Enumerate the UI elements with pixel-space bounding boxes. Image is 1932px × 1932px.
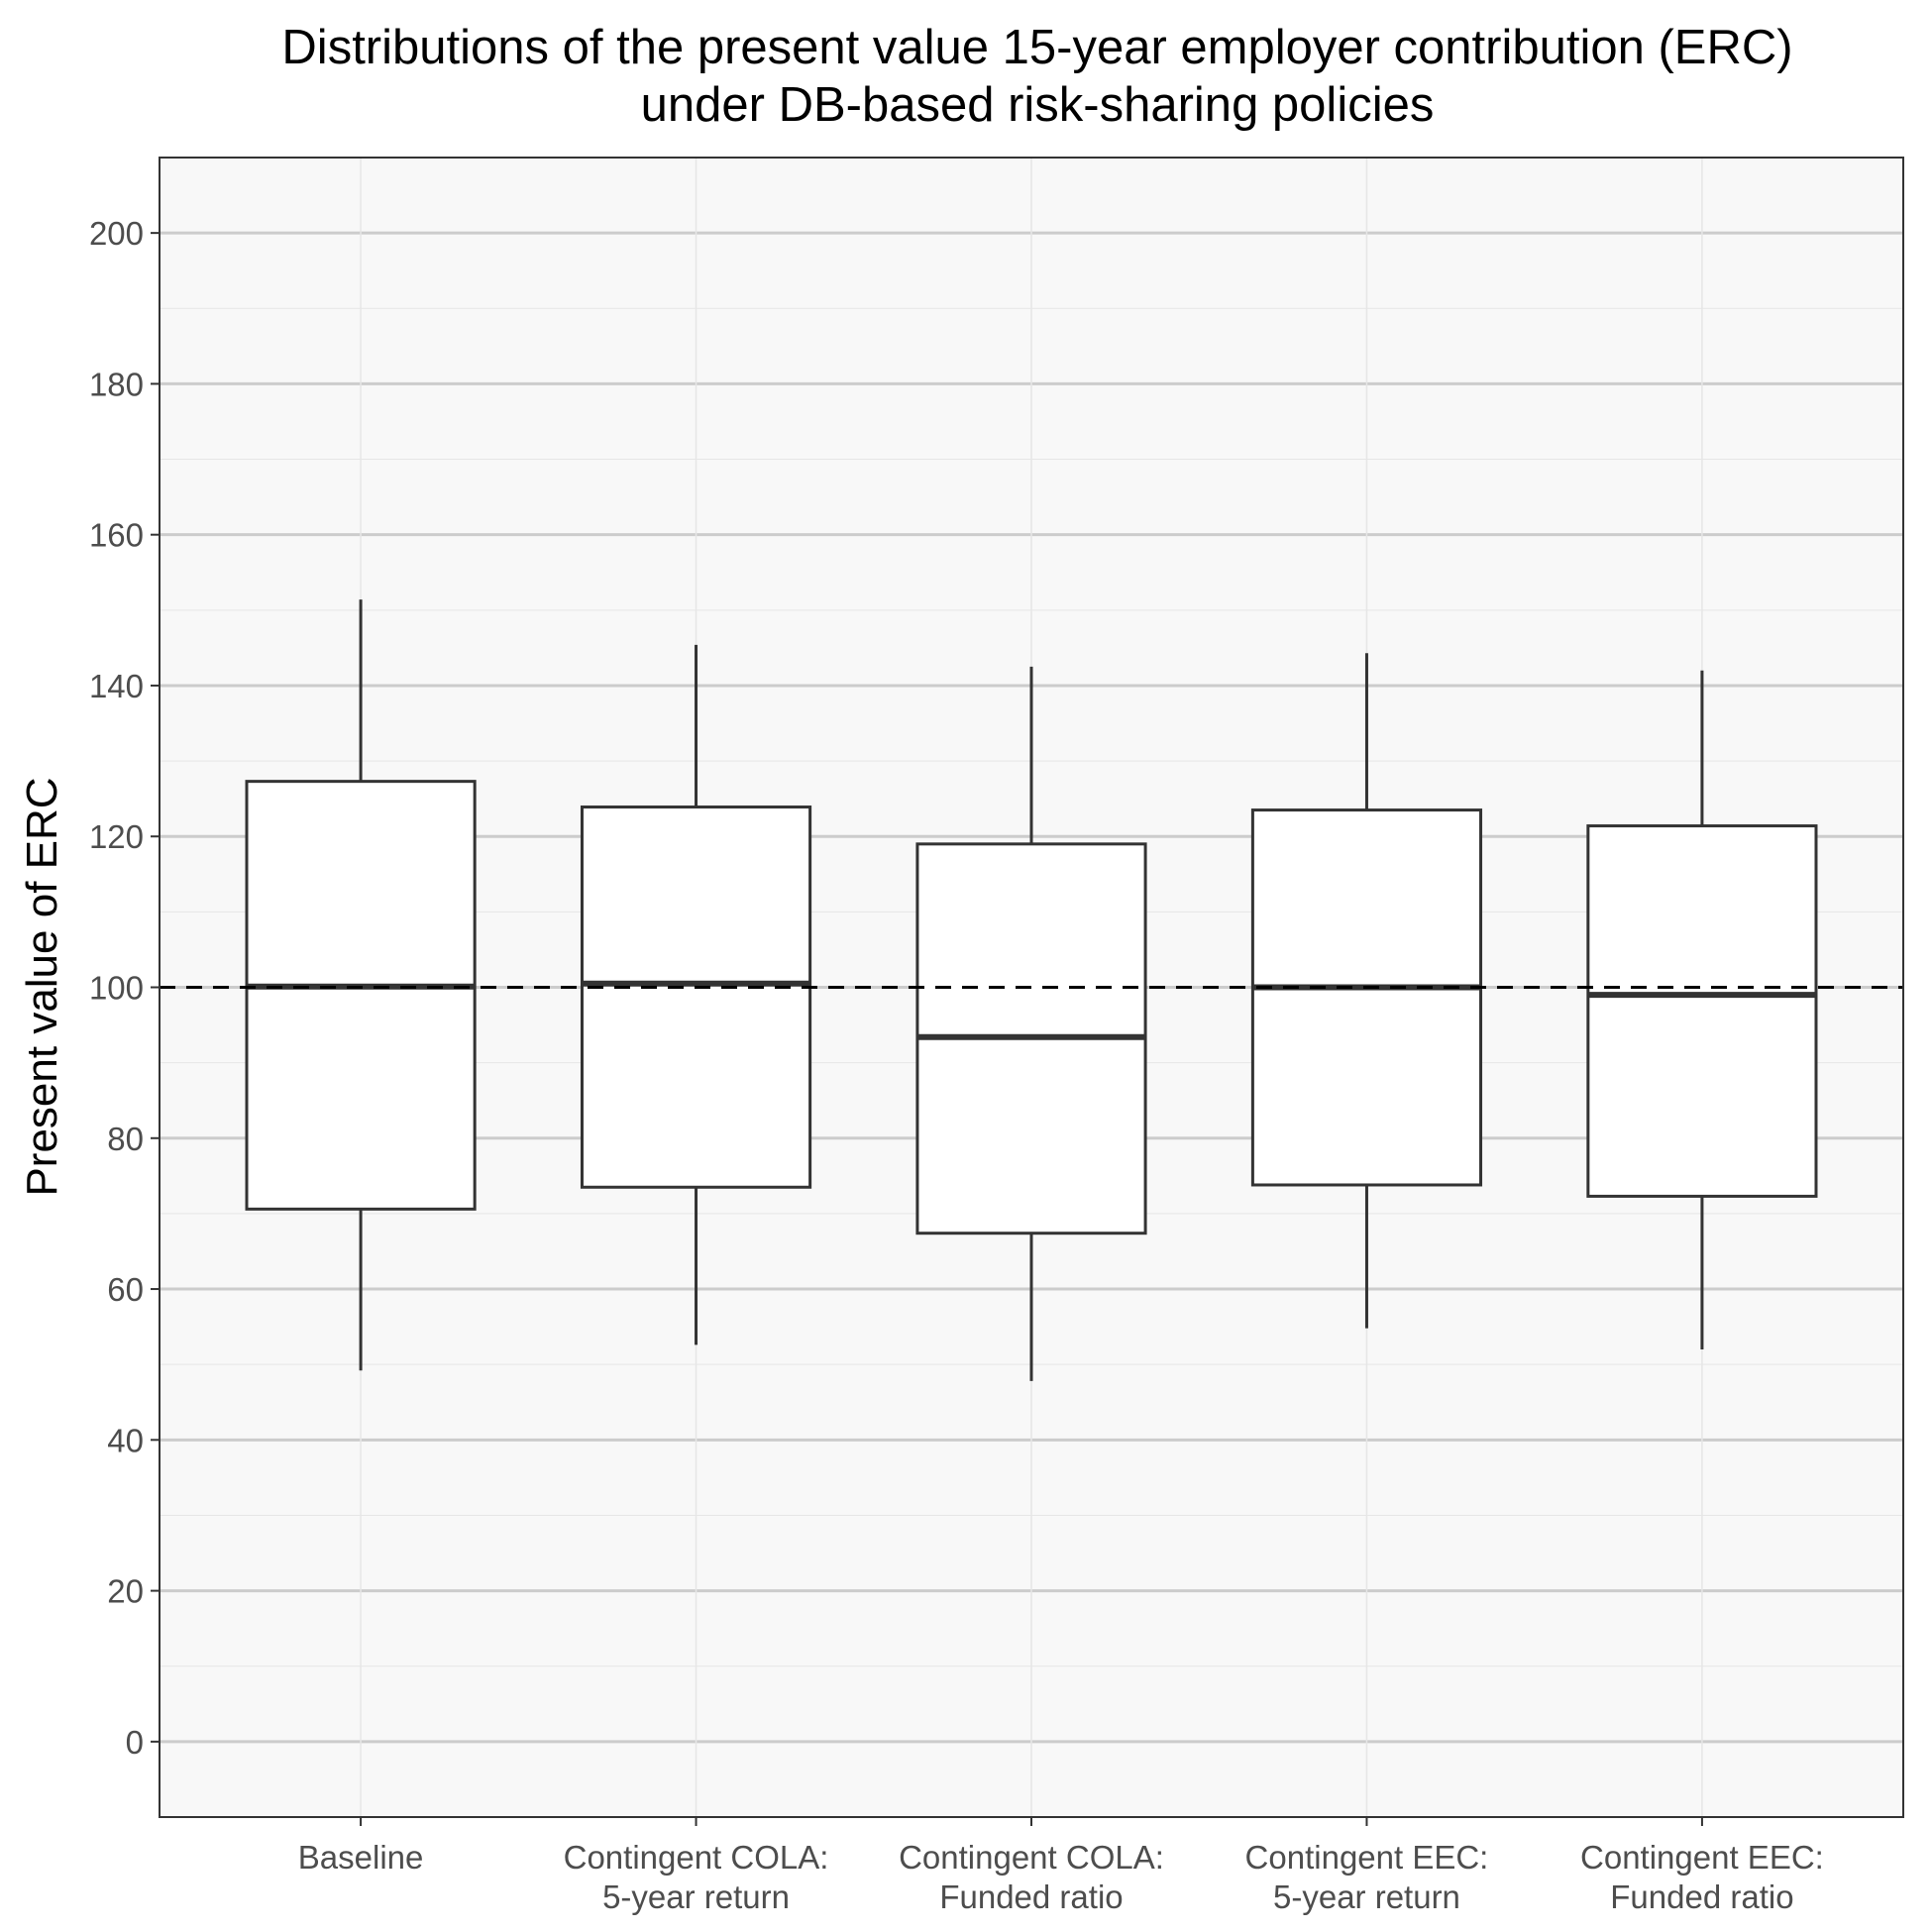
box-iqr — [245, 780, 477, 1211]
box-5 — [1586, 670, 1818, 1349]
box-iqr — [1250, 808, 1483, 1187]
x-tick-label: Funded ratio — [939, 1878, 1123, 1915]
y-tick-label: 160 — [89, 517, 144, 554]
y-tick-label: 60 — [107, 1271, 144, 1308]
chart-title-line-1: Distributions of the present value 15-ye… — [281, 21, 1792, 74]
box-3 — [915, 666, 1147, 1381]
y-tick-label: 140 — [89, 668, 144, 704]
x-tick-label: 5-year return — [602, 1878, 790, 1915]
y-tick-label: 100 — [89, 970, 144, 1007]
box-2 — [580, 644, 812, 1345]
y-tick-label: 40 — [107, 1422, 144, 1458]
y-tick-label: 20 — [107, 1573, 144, 1610]
x-tick-label: Contingent COLA: — [564, 1839, 829, 1876]
box-1 — [245, 599, 477, 1371]
x-tick-label: Contingent COLA: — [899, 1839, 1164, 1876]
x-tick-label: Baseline — [298, 1839, 424, 1876]
y-tick-label: 80 — [107, 1121, 144, 1157]
x-tick-label: Contingent EEC: — [1245, 1839, 1489, 1876]
box-iqr — [580, 805, 812, 1189]
x-tick-label: Funded ratio — [1610, 1878, 1793, 1915]
y-tick-label: 0 — [126, 1724, 144, 1761]
y-axis: 0 20 40 60 80 100 120 140 160 180 200 — [89, 215, 160, 1761]
y-tick-label: 120 — [89, 818, 144, 855]
y-axis-title: Present value of ERC — [18, 777, 66, 1196]
chart-title-line-2: under DB-based risk-sharing policies — [641, 78, 1435, 132]
box-4 — [1250, 653, 1483, 1329]
x-axis: Baseline Contingent COLA:5-year returnCon… — [298, 1817, 1824, 1915]
x-tick-label: 5-year return — [1273, 1878, 1460, 1915]
box-iqr — [1586, 824, 1818, 1198]
x-tick-label: Contingent EEC: — [1580, 1839, 1824, 1876]
y-tick-label: 200 — [89, 215, 144, 252]
y-tick-label: 180 — [89, 366, 144, 402]
box-series — [245, 599, 1818, 1381]
